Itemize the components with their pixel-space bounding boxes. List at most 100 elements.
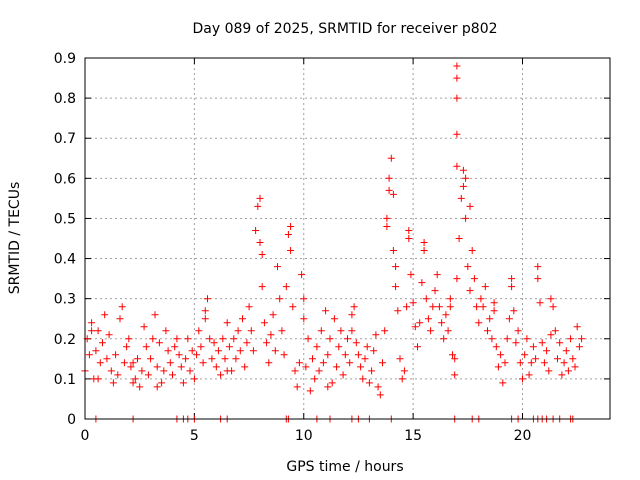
data-point [435, 303, 443, 311]
y-tick-label: 0.8 [54, 91, 76, 107]
data-point [186, 367, 194, 375]
data-point [389, 190, 397, 198]
data-point [195, 327, 203, 335]
data-point [560, 359, 568, 367]
data-point [249, 347, 257, 355]
data-point [547, 331, 555, 339]
data-point [193, 351, 201, 359]
data-point [385, 174, 393, 182]
data-point [446, 303, 454, 311]
data-point [210, 339, 218, 347]
data-point [278, 327, 286, 335]
data-point [534, 275, 542, 283]
data-point [274, 263, 281, 271]
x-axis-label: GPS time / hours [286, 459, 403, 475]
data-point [92, 347, 100, 355]
data-point [446, 295, 454, 303]
data-point [501, 359, 509, 367]
data-point [422, 295, 430, 303]
data-point [245, 303, 253, 311]
data-point [488, 335, 496, 343]
y-tick-label: 0.3 [54, 292, 76, 308]
data-point [365, 379, 373, 387]
data-point [129, 379, 137, 387]
data-point [420, 247, 428, 254]
data-point [201, 315, 209, 323]
data-point [190, 375, 198, 383]
data-point [405, 227, 413, 234]
data-point [512, 339, 520, 347]
data-point [291, 367, 299, 375]
data-point [462, 174, 470, 182]
data-point [348, 311, 356, 319]
data-point [573, 323, 581, 331]
data-point [103, 355, 111, 363]
data-point [444, 327, 452, 335]
data-point [383, 214, 391, 222]
data-point [258, 283, 266, 291]
y-axis-label: SRMTID / TECUs [7, 182, 23, 295]
data-point [298, 271, 306, 279]
data-point [348, 327, 356, 335]
data-point [324, 351, 332, 359]
data-point [162, 327, 170, 335]
data-point [125, 335, 133, 343]
data-point [256, 194, 264, 202]
data-point [440, 335, 448, 343]
data-point [385, 186, 393, 194]
data-point [254, 202, 262, 210]
data-point [105, 331, 113, 339]
data-point [328, 379, 336, 387]
data-point [177, 363, 185, 371]
data-point [120, 359, 128, 367]
data-point [361, 355, 369, 363]
plot-frame [84, 57, 611, 420]
data-point [293, 383, 301, 391]
x-tick-label: 0 [81, 428, 90, 444]
data-point [267, 331, 275, 339]
data-point [420, 239, 428, 246]
y-tick-label: 0 [67, 412, 76, 428]
data-point [131, 375, 139, 383]
y-tick-label: 0.9 [54, 51, 76, 67]
data-point [556, 339, 564, 347]
data-point [147, 355, 155, 363]
data-point [499, 379, 507, 387]
data-point [151, 311, 159, 319]
data-point [392, 283, 400, 291]
data-point [199, 359, 207, 367]
data-point [217, 371, 225, 379]
data-point [101, 311, 109, 319]
data-point [409, 299, 417, 307]
data-point [381, 327, 389, 335]
data-point [562, 347, 570, 355]
data-point [466, 202, 474, 210]
data-point [442, 311, 450, 319]
data-point [326, 335, 334, 343]
data-point [337, 327, 345, 335]
data-point [449, 351, 456, 359]
data-point [241, 363, 249, 371]
data-point [427, 327, 435, 335]
data-point [239, 315, 246, 323]
data-point [333, 363, 341, 371]
data-point [521, 351, 529, 359]
x-tick-label: 20 [514, 428, 532, 444]
y-tick-label: 0.7 [54, 131, 76, 147]
data-point [344, 335, 351, 343]
data-point [317, 327, 325, 335]
data-point [475, 319, 483, 327]
data-point [182, 355, 190, 363]
data-point [484, 327, 491, 335]
y-tick-label: 0.6 [54, 171, 76, 187]
data-point [545, 367, 553, 375]
data-point [223, 367, 231, 375]
data-point [140, 323, 148, 331]
data-point [357, 363, 365, 371]
data-point [304, 335, 312, 343]
data-point [280, 351, 288, 359]
data-point [525, 371, 533, 379]
data-point [459, 166, 467, 174]
data-point [136, 383, 144, 391]
data-point [160, 367, 168, 375]
